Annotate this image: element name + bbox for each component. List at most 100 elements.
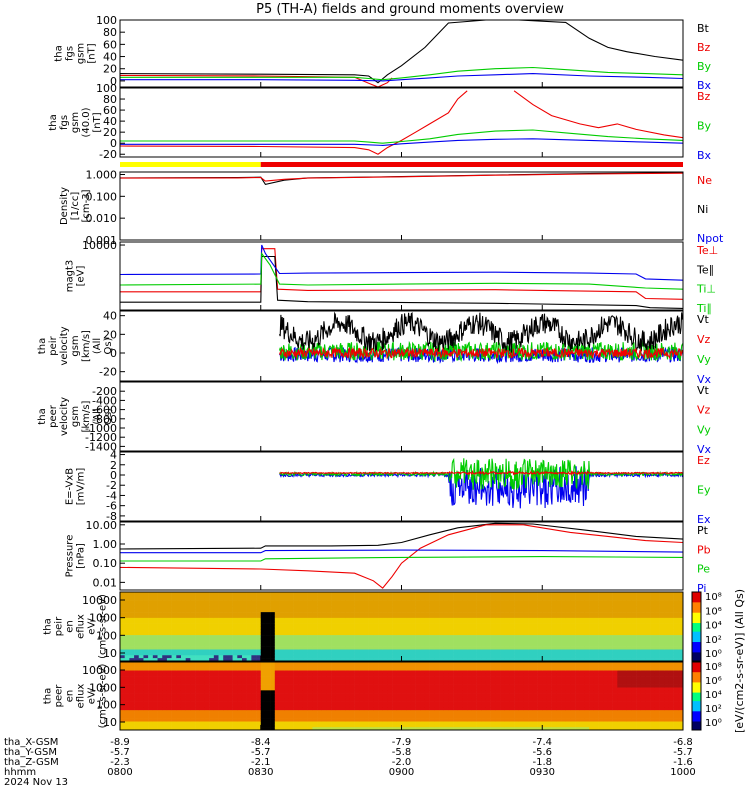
heatmap-cell (241, 620, 247, 624)
heatmap-cell (302, 606, 308, 610)
heatmap-cell (673, 603, 679, 607)
heatmap-cell (429, 684, 435, 688)
heatmap-cell (251, 649, 257, 653)
heatmap-cell (617, 612, 623, 616)
heatmap-cell (406, 687, 412, 691)
heatmap-cell (354, 603, 360, 607)
heatmap-cell (406, 612, 412, 616)
heatmap-cell (317, 681, 323, 685)
heatmap-cell (401, 594, 407, 599)
heatmap-cell (223, 676, 229, 680)
heatmap-cell (152, 632, 158, 636)
heatmap-cell (345, 721, 351, 725)
legend-Pt: Pt (697, 524, 709, 537)
heatmap-cell (237, 600, 243, 604)
heatmap-cell (331, 658, 337, 662)
heatmap-cell (434, 673, 440, 677)
heatmap-cell (213, 632, 219, 636)
heatmap-cell (467, 670, 473, 674)
y-axis-label-line: (All (92, 408, 103, 424)
heatmap-cell (570, 609, 576, 613)
heatmap-cell (270, 667, 276, 671)
heatmap-cell (504, 652, 510, 656)
y-tick-label: 0.001 (86, 234, 118, 247)
heatmap-cell (424, 620, 430, 624)
heatmap-cell (274, 713, 280, 717)
heatmap-cell (134, 690, 140, 694)
heatmap-cell (673, 632, 679, 636)
heatmap-cell (288, 727, 294, 731)
heatmap-cell (241, 687, 247, 691)
heatmap-cell (584, 603, 590, 607)
heatmap-cell (176, 721, 182, 725)
heatmap-cell (340, 673, 346, 677)
heatmap-cell (190, 649, 196, 653)
heatmap-cell (152, 623, 158, 627)
heatmap-cell (279, 713, 285, 717)
heatmap-cell (443, 662, 449, 666)
heatmap-cell (335, 698, 341, 702)
heatmap-cell (387, 626, 393, 630)
heatmap-cell (457, 727, 463, 731)
heatmap-cell (195, 681, 201, 685)
heatmap-cell (148, 623, 154, 627)
heatmap-cell (368, 640, 374, 645)
heatmap-cell (382, 698, 388, 702)
heatmap-cell (166, 684, 172, 688)
heatmap-cell (462, 696, 468, 700)
heatmap-cell (457, 679, 463, 683)
heatmap-cell (157, 609, 163, 613)
heatmap-cell (415, 724, 421, 728)
heatmap-cell (302, 715, 308, 719)
heatmap-cell (448, 649, 454, 653)
heatmap-cell (434, 667, 440, 671)
heatmap-cell (410, 617, 416, 622)
heatmap-cell (453, 600, 459, 604)
heatmap-cell (678, 592, 684, 596)
heatmap-cell (476, 721, 482, 725)
heatmap-cell (180, 617, 186, 622)
heatmap-cell (185, 673, 191, 677)
heatmap-cell (542, 658, 548, 662)
heatmap-cell (199, 600, 205, 604)
heatmap-cell (626, 597, 632, 601)
heatmap-cell (551, 649, 557, 653)
heatmap-cell (302, 670, 308, 674)
heatmap-cell (180, 727, 186, 731)
heatmap-cell (251, 643, 257, 647)
heatmap-cell (302, 698, 308, 702)
heatmap-cell (382, 606, 388, 610)
y-axis-label-line: tha (54, 45, 65, 61)
y-axis-label-line: peer (48, 404, 59, 428)
heatmap-cell (241, 710, 247, 714)
heatmap-cell (293, 670, 299, 674)
heatmap-cell (523, 649, 529, 653)
heatmap-cell (166, 629, 172, 633)
heatmap-cell (570, 643, 576, 647)
heatmap-cell (157, 643, 163, 647)
heatmap-cell (457, 696, 463, 700)
heatmap-cell (542, 649, 548, 653)
heatmap-cell (429, 640, 435, 645)
heatmap-cell (124, 664, 130, 668)
heatmap-cell (387, 664, 393, 668)
heatmap-cell (134, 652, 140, 656)
heatmap-cell (241, 640, 247, 645)
heatmap-cell (317, 643, 323, 647)
heatmap-cell (307, 635, 313, 639)
heatmap-cell (166, 693, 172, 697)
heatmap-cell (443, 707, 449, 711)
y-tick-label: 100 (96, 14, 117, 27)
heatmap-cell (237, 620, 243, 624)
heatmap-cell (241, 696, 247, 700)
heatmap-cell (439, 626, 445, 630)
heatmap-cell (190, 603, 196, 607)
heatmap-cell (152, 600, 158, 604)
heatmap-cell (223, 606, 229, 610)
heatmap-cell (659, 655, 665, 659)
heatmap-cell (209, 612, 215, 616)
heatmap-cell (622, 603, 627, 607)
heatmap-cell (518, 635, 524, 639)
heatmap-cell (124, 715, 130, 719)
heatmap-cell (462, 655, 468, 659)
